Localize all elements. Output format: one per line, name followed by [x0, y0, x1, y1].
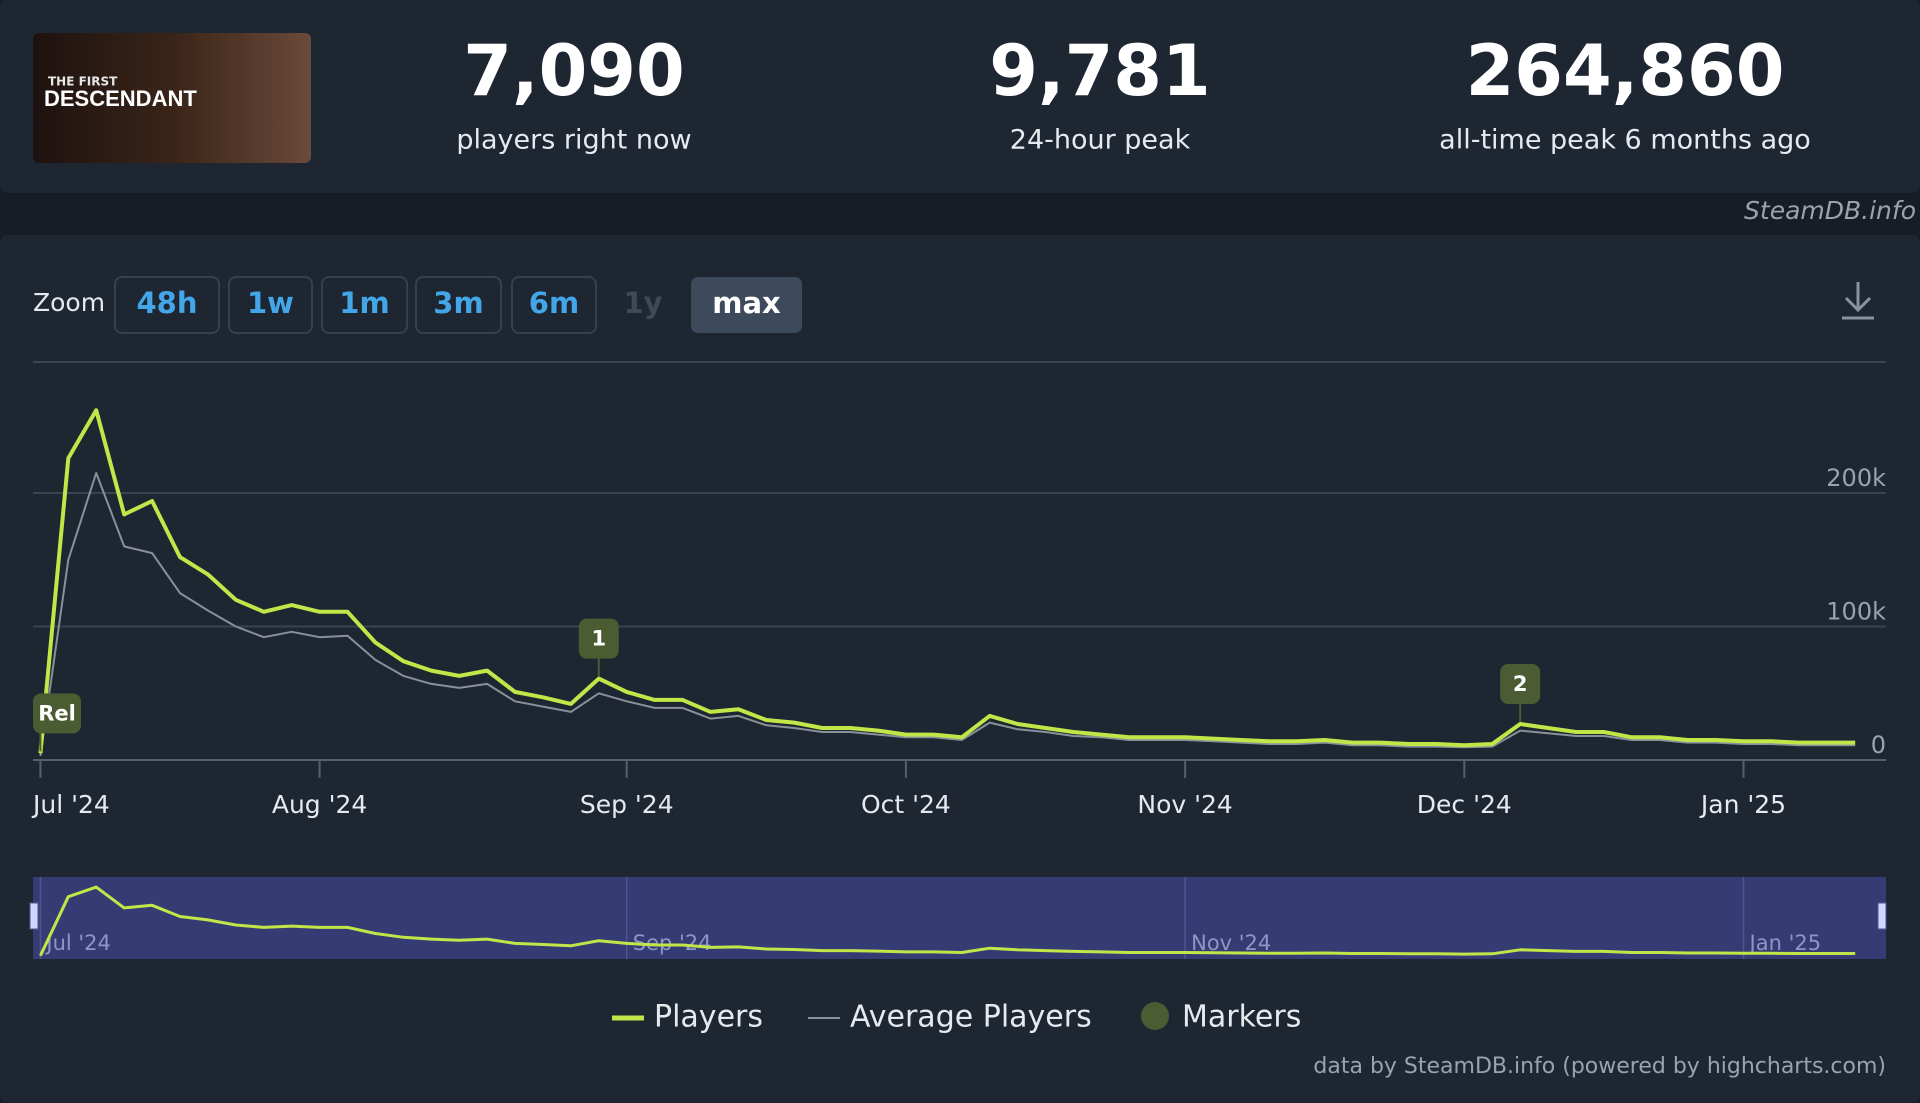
navigator-label: Jul '24	[44, 931, 111, 955]
stat-label: all-time peak 6 months ago	[1439, 125, 1811, 156]
y-tick-label: 200k	[1826, 464, 1886, 492]
zoom-option[interactable]: 1m	[339, 286, 389, 320]
average-line	[39, 472, 1856, 757]
marker-label[interactable]: 1	[591, 627, 606, 651]
chart-panel	[0, 235, 1920, 1103]
legend: Players Average Players Markers	[612, 1000, 1301, 1035]
x-tick-label: Dec '24	[1417, 790, 1512, 819]
navigator-handle[interactable]	[29, 902, 39, 930]
zoom-buttons: 48h 1w 1m 3m 6m 1y max	[114, 276, 802, 334]
legend-label[interactable]: Markers	[1182, 1000, 1301, 1035]
x-tick-label: Jul '24	[31, 790, 110, 819]
download-glyph	[1842, 282, 1874, 320]
watermark: SteamDB.info	[1744, 196, 1916, 225]
zoom-option[interactable]: max	[712, 286, 781, 320]
header-panel	[0, 0, 1920, 193]
legend-swatch	[1141, 1002, 1169, 1030]
navigator-series: Jul '24 Sep '24 Nov '24 Jan '25	[29, 877, 1887, 959]
navigator-label: Nov '24	[1191, 931, 1271, 955]
y-tick-label: 100k	[1826, 598, 1886, 626]
marker-label[interactable]: 2	[1513, 672, 1528, 696]
zoom-option: 1y	[623, 286, 662, 320]
stat-label: players right now	[456, 125, 691, 156]
zoom-label: Zoom	[33, 288, 105, 317]
download-icon[interactable]	[1842, 282, 1874, 320]
zoom-button[interactable]	[415, 276, 502, 334]
stat-label: 24-hour peak	[1010, 125, 1191, 156]
players-line	[38, 408, 1856, 754]
legend-label[interactable]: Average Players	[850, 1000, 1092, 1035]
marker-box[interactable]	[1500, 663, 1541, 704]
zoom-button[interactable]	[321, 276, 408, 334]
x-tick-label: Aug '24	[272, 790, 367, 819]
game-logo: DESCENDANT	[44, 86, 197, 111]
x-tick-label: Sep '24	[580, 790, 674, 819]
legend-label[interactable]: Players	[654, 1000, 763, 1035]
marker-box[interactable]	[578, 618, 619, 659]
zoom-button[interactable]	[114, 276, 220, 334]
zoom-button[interactable]	[228, 276, 313, 334]
stat-value: 264,860	[1466, 30, 1785, 112]
plot: 0 100k 200k Jul '24 Aug '24 Sep '24 Oct '24 Nov…	[31, 408, 1886, 819]
zoom-option[interactable]: 1w	[247, 286, 294, 320]
y-tick-label: 0	[1871, 731, 1886, 759]
x-tick-label: Jan '25	[1699, 790, 1786, 819]
zoom-button[interactable]	[691, 277, 802, 333]
navigator-handle[interactable]	[1877, 902, 1887, 930]
navigator-line	[39, 885, 1856, 957]
zoom-option[interactable]: 6m	[529, 286, 579, 320]
x-tick-label: Oct '24	[861, 790, 951, 819]
marker-label[interactable]: Rel	[38, 701, 76, 725]
x-tick-label: Nov '24	[1137, 790, 1232, 819]
navigator-label: Jan '25	[1748, 931, 1822, 955]
game-image	[33, 33, 311, 163]
game-small: THE FIRST	[48, 75, 118, 89]
stat-value: 7,090	[463, 30, 684, 112]
navigator[interactable]	[33, 877, 1886, 959]
credits: data by SteamDB.info (powered by highcha…	[1313, 1054, 1886, 1079]
stat-value: 9,781	[989, 30, 1210, 112]
zoom-button[interactable]	[511, 276, 597, 334]
zoom-option[interactable]: 3m	[433, 286, 483, 320]
marker-box[interactable]	[33, 693, 81, 734]
zoom-option[interactable]: 48h	[136, 286, 197, 320]
